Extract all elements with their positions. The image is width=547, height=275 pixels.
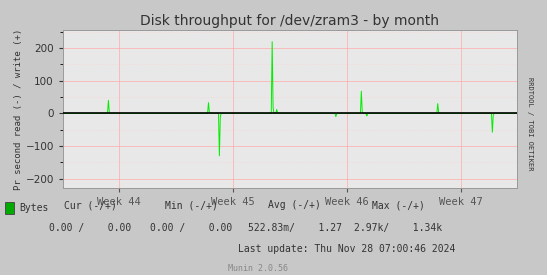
Text: 0.00 /    0.00: 0.00 / 0.00	[150, 223, 232, 233]
Bar	[5, 202, 14, 214]
Y-axis label: Pr second read (-) / write (+): Pr second read (-) / write (+)	[14, 29, 23, 190]
Text: Min (-/+): Min (-/+)	[165, 200, 218, 210]
Text: Avg (-/+): Avg (-/+)	[268, 200, 321, 210]
Text: 2.97k/    1.34k: 2.97k/ 1.34k	[354, 223, 442, 233]
Text: Last update: Thu Nov 28 07:00:46 2024: Last update: Thu Nov 28 07:00:46 2024	[237, 244, 455, 254]
Text: Bytes: Bytes	[20, 203, 49, 213]
Title: Disk throughput for /dev/zram3 - by month: Disk throughput for /dev/zram3 - by mont…	[141, 14, 439, 28]
Text: Cur (-/+): Cur (-/+)	[64, 200, 117, 210]
Text: 522.83m/    1.27: 522.83m/ 1.27	[248, 223, 342, 233]
Text: RRDTOOL / TOBI OETIKER: RRDTOOL / TOBI OETIKER	[527, 77, 533, 170]
Text: 0.00 /    0.00: 0.00 / 0.00	[49, 223, 132, 233]
Text: Munin 2.0.56: Munin 2.0.56	[229, 264, 288, 273]
Text: Max (-/+): Max (-/+)	[371, 200, 424, 210]
